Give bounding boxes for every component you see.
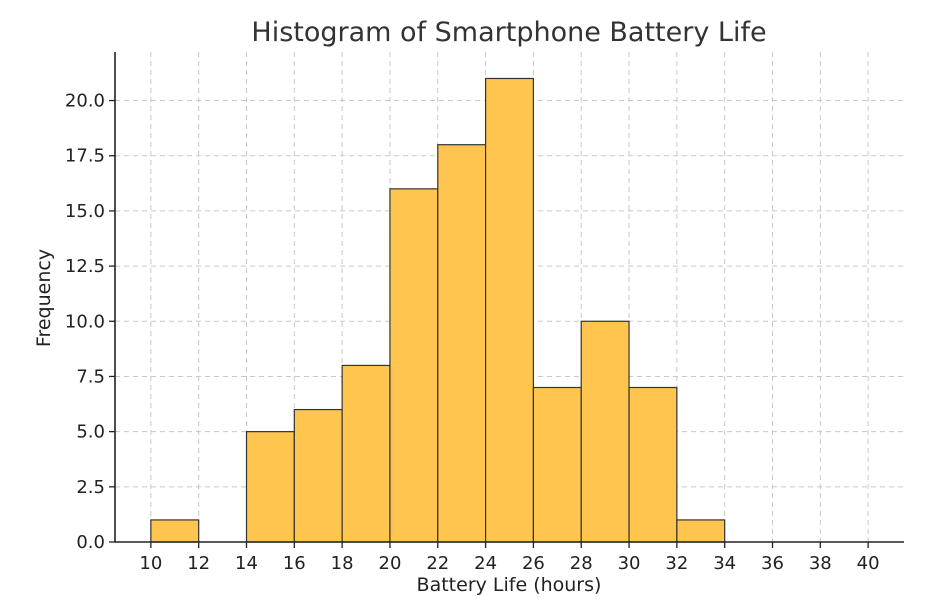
x-tick-label: 36	[761, 553, 784, 574]
x-tick-label: 22	[426, 553, 449, 574]
x-axis-ticks: 10 12 14 16 18 20 22 24 26 28 30 32 34 36 38 40	[139, 542, 880, 574]
chart-title: Histogram of Smartphone Battery Life	[251, 17, 766, 48]
y-tick-label: 12.5	[65, 256, 105, 277]
histogram-bar	[437, 144, 487, 543]
histogram-bar	[341, 364, 391, 543]
y-tick-label: 20.0	[65, 91, 105, 112]
y-tick-label: 10.0	[65, 311, 105, 332]
x-tick-label: 10	[139, 553, 162, 574]
grid	[115, 52, 904, 543]
x-tick-label: 40	[857, 553, 880, 574]
x-tick-label: 30	[618, 553, 641, 574]
histogram-bar	[245, 431, 295, 543]
x-tick-label: 16	[283, 553, 306, 574]
y-tick-label: 5.0	[76, 422, 105, 443]
y-tick-label: 2.5	[76, 477, 105, 498]
x-tick-label: 34	[713, 553, 736, 574]
y-axis-ticks: 0.0 2.5 5.0 7.5 10.0 12.5 15.0 17.5 20.0	[65, 91, 115, 553]
x-tick-label: 14	[235, 553, 258, 574]
x-tick-label: 24	[474, 553, 497, 574]
x-tick-label: 18	[331, 553, 354, 574]
x-tick-label: 20	[379, 553, 402, 574]
x-tick-label: 28	[570, 553, 593, 574]
x-tick-label: 12	[187, 553, 210, 574]
histogram-bar	[389, 188, 439, 543]
bars	[150, 77, 726, 543]
histogram-bar	[580, 320, 630, 543]
histogram-bar	[293, 408, 343, 543]
y-tick-label: 0.0	[76, 532, 105, 553]
histogram-bar	[532, 386, 582, 543]
y-tick-label: 17.5	[65, 146, 105, 167]
x-tick-label: 32	[665, 553, 688, 574]
x-tick-label: 38	[809, 553, 832, 574]
histogram-bar	[628, 386, 678, 543]
histogram-bar	[484, 77, 535, 543]
x-axis-title: Battery Life (hours)	[417, 574, 602, 596]
histogram-bar	[150, 519, 200, 543]
histogram-bar	[676, 519, 726, 543]
y-tick-label: 7.5	[76, 366, 105, 387]
y-tick-label: 15.0	[65, 201, 105, 222]
x-tick-label: 26	[522, 553, 545, 574]
y-axis-title: Frequency	[33, 249, 55, 347]
